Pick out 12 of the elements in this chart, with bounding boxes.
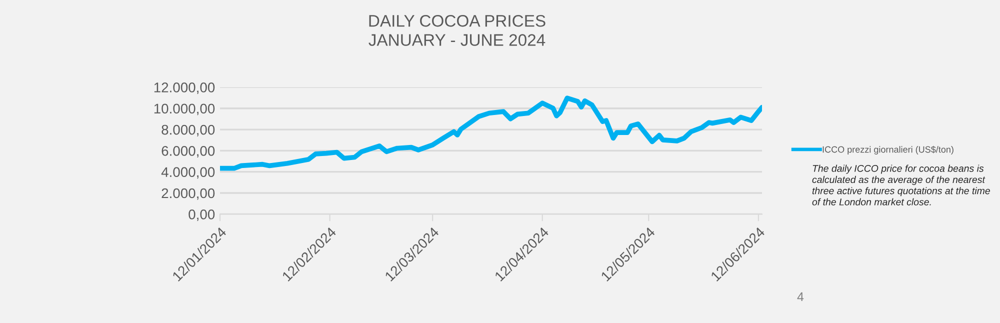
y-tick-label: 8.000,00 bbox=[162, 124, 215, 136]
chart-title: DAILY COCOA PRICES JANUARY - JUNE 2024 bbox=[368, 14, 546, 46]
y-tick-label: 10.000,00 bbox=[154, 104, 215, 116]
y-tick-label: 2.000,00 bbox=[162, 188, 215, 200]
y-tick-label: 12.000,00 bbox=[154, 82, 215, 94]
y-tick-label: 6.000,00 bbox=[162, 146, 215, 158]
line-series bbox=[220, 96, 762, 171]
legend-label: ICCO prezzi giornalieri (US$/ton) bbox=[822, 146, 954, 154]
y-tick-label: 4.000,00 bbox=[161, 167, 215, 179]
y-tick-label: 0,00 bbox=[188, 209, 215, 221]
text: The daily ICCO price for cocoa beans is calculated as the average of the nearest three active futures quotations at the time of the London market close. bbox=[812, 164, 990, 206]
text: 4 bbox=[797, 292, 804, 302]
